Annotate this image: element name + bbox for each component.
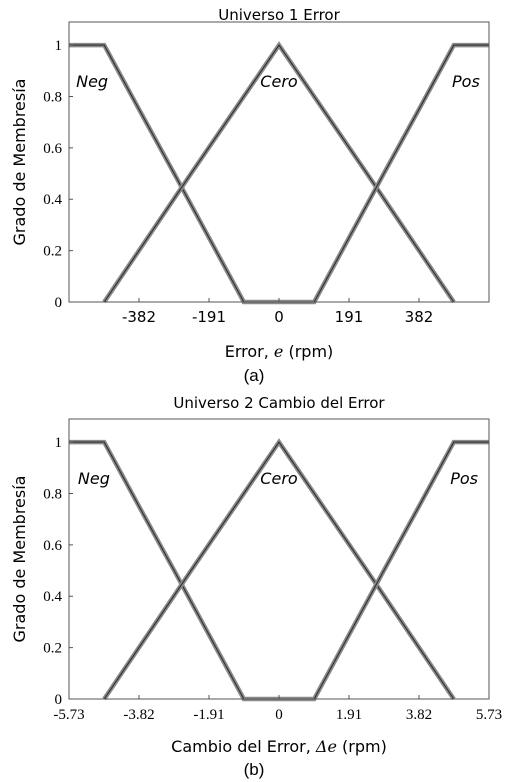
x-tick-label: 1.91 [336, 707, 362, 723]
chart-title: Universo 1 Error [218, 6, 340, 24]
x-tick-label: -191 [192, 308, 226, 326]
x-axis-label: Error, e (rpm) [225, 342, 334, 361]
x-tick-label: 0 [275, 707, 283, 723]
series-label-neg: Neg [76, 72, 108, 91]
x-tick-label: -5.73 [53, 707, 84, 723]
chart-b: Universo 2 Cambio del Error -5.73 -3.82 -1.… [10, 394, 502, 756]
x-tick-label: -3.82 [123, 707, 154, 723]
y-tick-label: 0.6 [43, 538, 62, 554]
caption-b: (b) [243, 760, 265, 779]
x-axis-label-symbol: e [274, 342, 283, 361]
y-axis-label: Grado de Membresía [10, 79, 29, 246]
x-tick-label: 0 [274, 308, 284, 326]
y-tick-label: 0.4 [43, 192, 62, 208]
series-label-pos: Pos [450, 469, 478, 488]
y-tick-label: 0.2 [43, 244, 62, 260]
x-tick-label: 382 [405, 308, 434, 326]
y-axis-label: Grado de Membresía [10, 476, 29, 643]
y-tick-label: 1 [55, 435, 63, 451]
caption-a: (a) [243, 366, 265, 385]
chart-title: Universo 2 Cambio del Error [173, 394, 385, 412]
y-tick-label: 0.4 [43, 589, 62, 605]
y-tick-label: 0.8 [43, 89, 62, 105]
x-tick-label: 191 [335, 308, 364, 326]
x-axis-label: Cambio del Error, Δe (rpm) [171, 737, 387, 756]
x-tick-label: 5.73 [476, 707, 502, 723]
y-tick-label: 0.8 [43, 486, 62, 502]
y-tick-label: 0 [55, 295, 63, 311]
series-label-pos: Pos [452, 72, 480, 91]
x-axis-label-text: Error, [225, 342, 274, 361]
y-tick-label: 1 [55, 38, 63, 54]
chart-panel-a: Universo 1 Error -382 -191 0 191 382 0 0.2 0.4 0.… [10, 6, 490, 385]
series-label-cero: Cero [260, 469, 298, 488]
y-tick-label: 0.2 [43, 641, 62, 657]
chart-a: Universo 1 Error -382 -191 0 191 382 0 0.2 0.4 0.… [10, 6, 490, 361]
x-tick-label: 3.82 [406, 707, 432, 723]
series-label-cero: Cero [260, 72, 298, 91]
x-axis-label-symbol: Δe [315, 737, 337, 756]
x-tick-label: -1.91 [193, 707, 224, 723]
x-axis-label-text: Cambio del Error, [171, 737, 316, 756]
chart-panel-b: Universo 2 Cambio del Error -5.73 -3.82 -1.… [0, 392, 508, 782]
x-axis-label-unit: (rpm) [337, 737, 387, 756]
y-tick-label: 0 [55, 692, 63, 708]
y-tick-label: 0.6 [43, 141, 62, 157]
series-label-neg: Neg [78, 469, 110, 488]
series-cero-line [103, 441, 455, 700]
series-cero-line [103, 44, 455, 303]
x-tick-label: -382 [122, 308, 156, 326]
x-axis-label-unit: (rpm) [283, 342, 333, 361]
